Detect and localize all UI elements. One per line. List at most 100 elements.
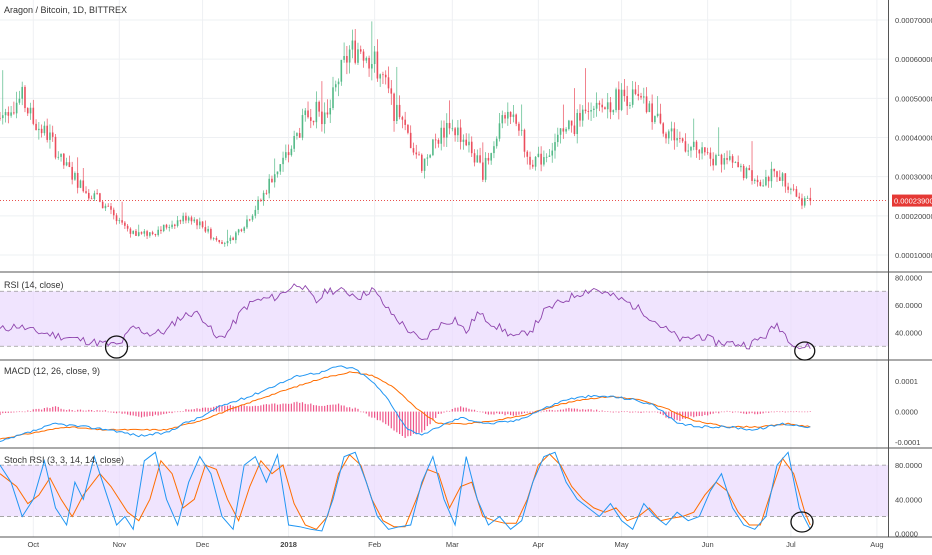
candle-body[interactable]	[118, 220, 121, 222]
candle-body[interactable]	[201, 221, 204, 228]
candle-body[interactable]	[765, 177, 767, 186]
candle-body[interactable]	[301, 115, 304, 138]
candle-body[interactable]	[509, 111, 512, 117]
candle-body[interactable]	[598, 102, 601, 105]
candle-body[interactable]	[346, 56, 348, 63]
candle-body[interactable]	[720, 154, 723, 165]
candle-body[interactable]	[704, 147, 706, 153]
candle-body[interactable]	[640, 95, 642, 98]
candle-body[interactable]	[565, 128, 567, 132]
candle-body[interactable]	[618, 89, 620, 110]
current-price-badge[interactable]	[892, 194, 932, 207]
candle-body[interactable]	[210, 228, 212, 239]
candle-body[interactable]	[204, 227, 207, 232]
candle-body[interactable]	[254, 209, 257, 216]
candle-body[interactable]	[795, 189, 798, 197]
candle-body[interactable]	[154, 234, 157, 236]
price-axis[interactable]: 0.00070000 0.00060000 0.00050000 0.00040000…	[892, 16, 932, 539]
candle-body[interactable]	[790, 188, 792, 190]
candle-body[interactable]	[451, 128, 454, 130]
candle-body[interactable]	[679, 138, 681, 139]
candle-body[interactable]	[570, 120, 573, 126]
candle-body[interactable]	[717, 154, 720, 156]
candle-body[interactable]	[609, 102, 612, 113]
price-pane[interactable]	[0, 21, 888, 247]
candle-body[interactable]	[734, 162, 737, 163]
candle-body[interactable]	[556, 134, 559, 143]
candle-body[interactable]	[659, 113, 662, 124]
candle-body[interactable]	[185, 215, 187, 221]
candle-body[interactable]	[362, 51, 365, 61]
candle-body[interactable]	[7, 112, 10, 116]
candle-body[interactable]	[135, 230, 137, 236]
candle-body[interactable]	[440, 127, 443, 144]
candle-body[interactable]	[637, 93, 640, 96]
candle-body[interactable]	[304, 110, 307, 116]
candle-body[interactable]	[398, 104, 401, 118]
candle-body[interactable]	[376, 51, 379, 79]
candle-body[interactable]	[171, 224, 173, 228]
candle-body[interactable]	[348, 49, 351, 63]
candle-body[interactable]	[606, 102, 609, 110]
candle-body[interactable]	[792, 188, 795, 190]
candle-body[interactable]	[88, 192, 90, 199]
candle-body[interactable]	[387, 77, 390, 89]
candle-body[interactable]	[326, 112, 329, 115]
candle-body[interactable]	[415, 152, 418, 155]
candle-body[interactable]	[260, 199, 262, 201]
candle-body[interactable]	[629, 104, 631, 106]
candle-body[interactable]	[445, 122, 448, 138]
candle-body[interactable]	[454, 128, 456, 136]
candle-body[interactable]	[623, 89, 626, 97]
candle-body[interactable]	[282, 157, 284, 165]
candle-body[interactable]	[190, 217, 193, 222]
candle-body[interactable]	[504, 115, 506, 119]
candle-body[interactable]	[459, 127, 462, 142]
candle-body[interactable]	[235, 232, 237, 241]
candle-body[interactable]	[340, 59, 343, 82]
candle-body[interactable]	[290, 148, 293, 156]
candle-body[interactable]	[806, 197, 809, 199]
candle-body[interactable]	[310, 117, 312, 121]
candle-body[interactable]	[687, 150, 689, 152]
candle-body[interactable]	[498, 123, 501, 139]
candle-body[interactable]	[645, 96, 648, 113]
candle-body[interactable]	[179, 220, 182, 222]
candle-body[interactable]	[568, 120, 570, 129]
candle-body[interactable]	[229, 237, 232, 241]
candle-body[interactable]	[10, 112, 12, 116]
candle-body[interactable]	[476, 155, 479, 163]
candle-body[interactable]	[140, 232, 143, 234]
candle-body[interactable]	[662, 123, 665, 134]
candle-body[interactable]	[126, 225, 129, 229]
time-axis[interactable]: Oct Nov Dec 2018 Feb Mar Apr May Jun Jul Aug	[27, 540, 883, 549]
candle-body[interactable]	[737, 162, 739, 168]
candle-body[interactable]	[537, 153, 540, 157]
candle-body[interactable]	[115, 215, 118, 222]
candle-body[interactable]	[60, 153, 62, 157]
candle-body[interactable]	[276, 171, 279, 175]
candle-body[interactable]	[51, 132, 54, 137]
candle-body[interactable]	[26, 108, 29, 114]
candle-body[interactable]	[373, 51, 376, 65]
candle-body[interactable]	[65, 162, 68, 166]
candle-body[interactable]	[612, 110, 615, 113]
candle-body[interactable]	[334, 84, 337, 88]
candle-body[interactable]	[390, 88, 393, 94]
candle-body[interactable]	[751, 170, 753, 181]
candle-body[interactable]	[473, 153, 476, 163]
candle-body[interactable]	[706, 152, 709, 154]
rsi-line[interactable]	[0, 283, 811, 350]
candle-body[interactable]	[293, 135, 295, 149]
candle-body[interactable]	[803, 198, 806, 206]
candle-body[interactable]	[176, 220, 179, 226]
candle-body[interactable]	[809, 197, 812, 201]
candle-body[interactable]	[248, 219, 251, 221]
candle-body[interactable]	[226, 240, 229, 244]
candle-body[interactable]	[160, 229, 162, 232]
candle-body[interactable]	[651, 103, 653, 123]
candle-body[interactable]	[323, 112, 326, 125]
candle-body[interactable]	[540, 153, 542, 165]
candle-body[interactable]	[15, 102, 18, 114]
candle-body[interactable]	[207, 228, 209, 232]
